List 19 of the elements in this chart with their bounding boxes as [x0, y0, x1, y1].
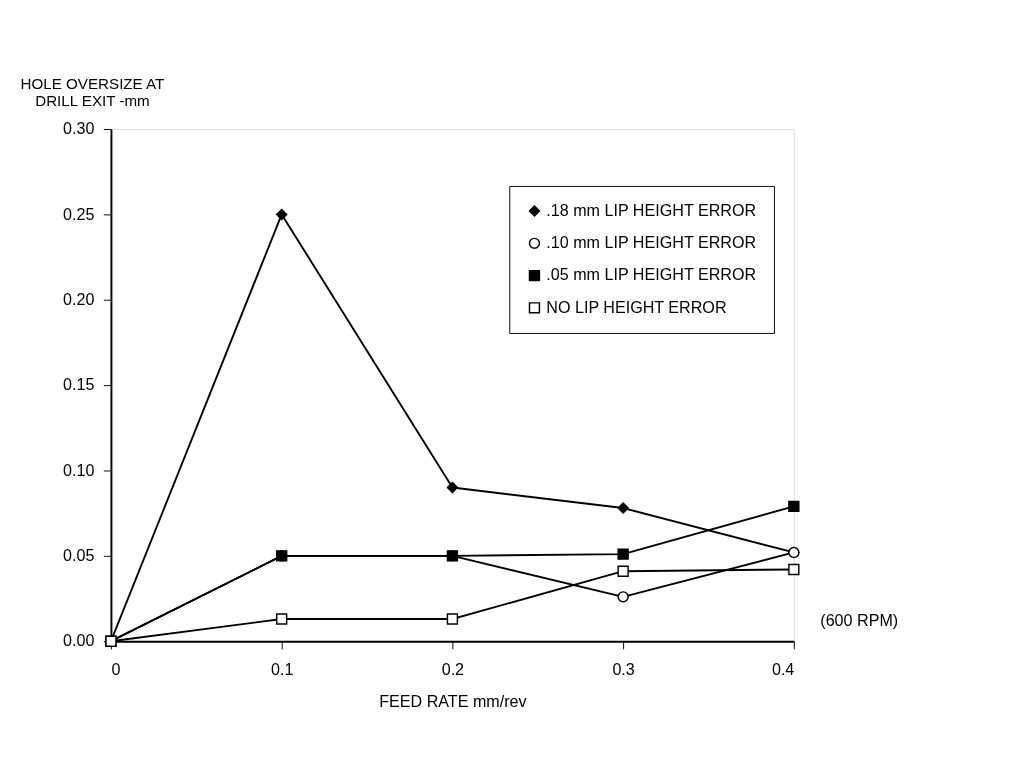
legend-label: NO LIP HEIGHT ERROR	[546, 297, 727, 316]
x-tick-label: 0.4	[771, 659, 795, 678]
y-tick-label: 0.10	[63, 460, 95, 479]
x-tick-label: 0.1	[270, 659, 294, 678]
x-tick-label: 0	[111, 659, 121, 678]
text: (600 RPM)	[820, 611, 899, 630]
legend-label: .10 mm LIP HEIGHT ERROR	[546, 233, 757, 252]
y-axis-title: HOLE OVERSIZE AT DRILL EXIT -mm	[20, 74, 165, 109]
legend-label: .05 mm LIP HEIGHT ERROR	[546, 265, 757, 284]
y-tick-label: 0.00	[63, 631, 95, 650]
x-tick-label: 0.3	[612, 659, 635, 678]
x-tick-label: 0.2	[441, 659, 465, 678]
y-tick-label: 0.05	[63, 546, 95, 565]
x-axis-title: FEED RATE mm/rev	[379, 692, 527, 711]
y-tick-label: 0.30	[63, 119, 95, 138]
y-tick-label: 0.20	[63, 289, 95, 308]
y-tick-label: 0.25	[63, 204, 95, 223]
legend-label: .18 mm LIP HEIGHT ERROR	[546, 200, 757, 219]
y-tick-label: 0.15	[63, 375, 95, 394]
